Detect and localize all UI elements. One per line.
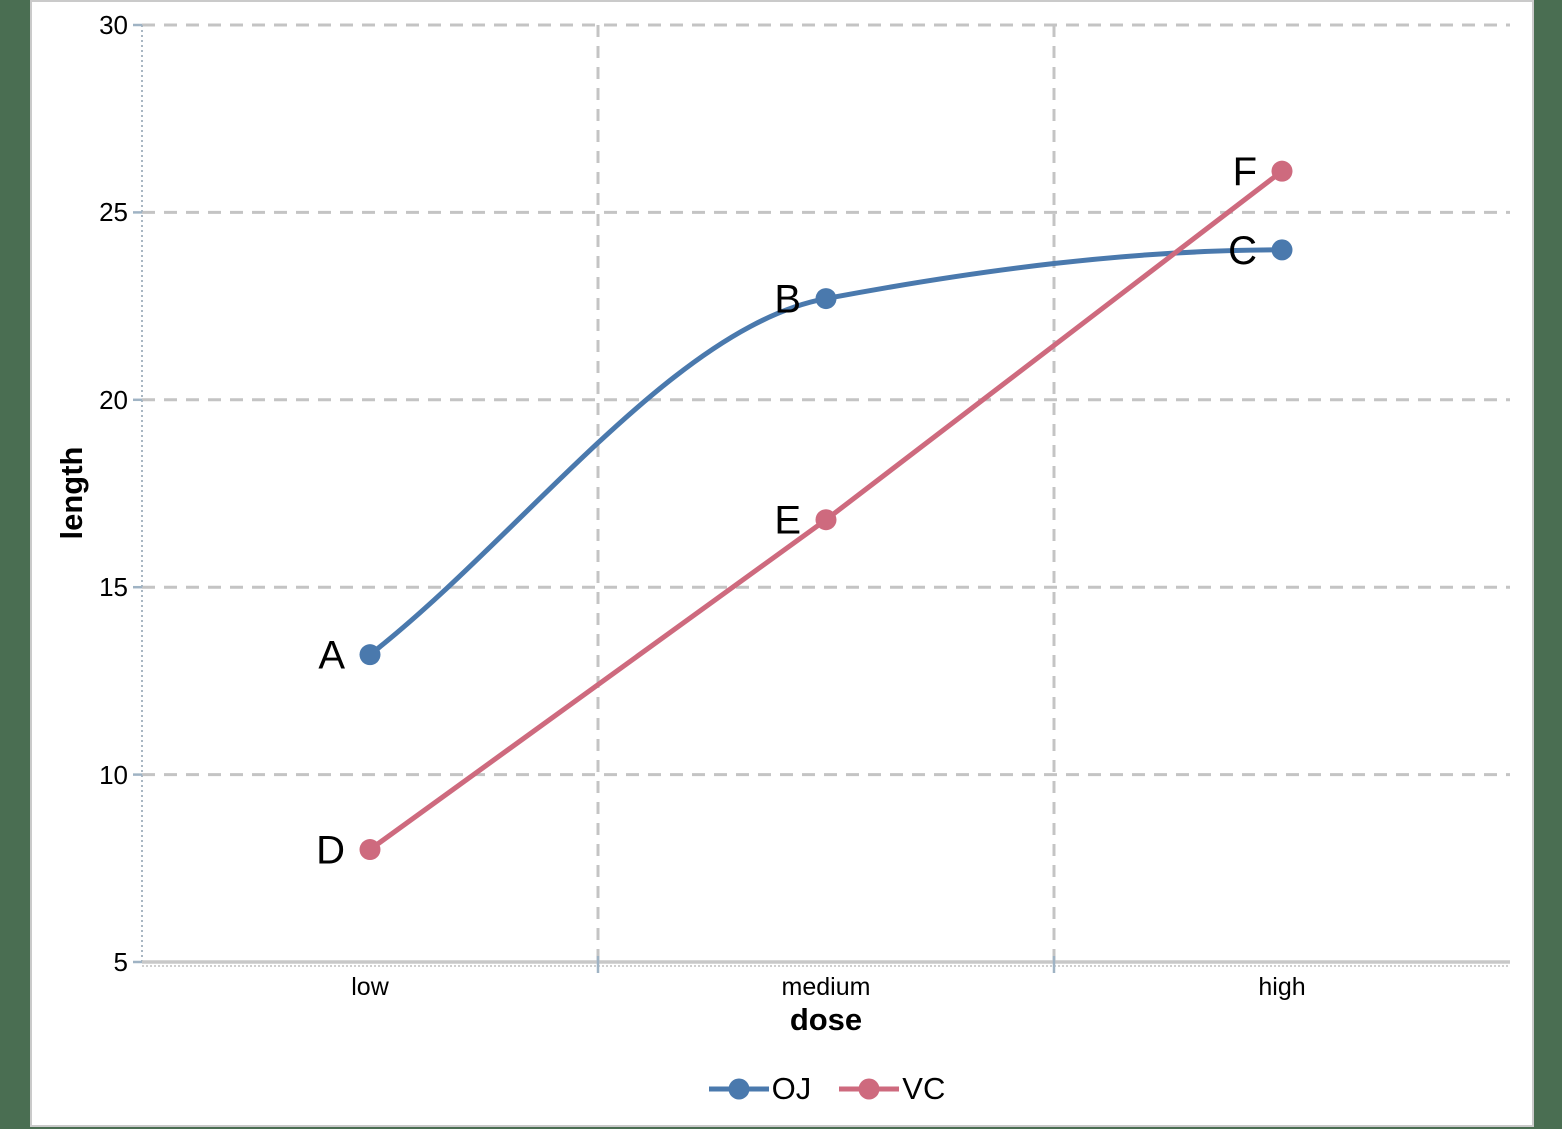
point-label-e: E — [774, 499, 801, 543]
point-label-f: F — [1233, 150, 1257, 194]
y-tick-label-20: 20 — [99, 384, 128, 415]
legend-label-oj: OJ — [771, 1071, 812, 1106]
axes — [133, 23, 1510, 973]
legend-label-vc: VC — [902, 1071, 946, 1106]
gridlines — [142, 23, 1510, 962]
point-label-a: A — [318, 634, 345, 678]
y-tick-label-30: 30 — [99, 10, 128, 40]
point-label-d: D — [316, 829, 345, 873]
data-point-e — [815, 509, 837, 531]
legend-item-oj: OJ — [707, 1071, 812, 1107]
y-tick-label-5: 5 — [113, 947, 128, 977]
series-line-oj — [368, 247, 1283, 657]
data-point-d — [359, 839, 381, 861]
data-point-c — [1271, 239, 1293, 261]
data-point-b — [815, 288, 837, 310]
y-axis-title: length — [54, 446, 89, 540]
y-tick-label-25: 25 — [99, 197, 128, 228]
y-tick-label-10: 10 — [99, 759, 128, 790]
point-label-b: B — [774, 278, 801, 322]
data-point-a — [359, 644, 381, 666]
y-tick-label-15: 15 — [99, 572, 128, 603]
x-tick-label-high: high — [1258, 973, 1306, 1001]
legend: OJ VC — [142, 1068, 1510, 1110]
oj-line-marker-icon — [708, 1078, 769, 1100]
x-tick-label-low: low — [351, 973, 389, 1001]
legend-item-vc: VC — [837, 1071, 945, 1107]
data-point-f — [1271, 160, 1293, 182]
x-tick-label-medium: medium — [781, 973, 871, 1001]
vc-line-marker-icon — [839, 1078, 900, 1100]
x-axis-title: dose — [789, 1002, 863, 1037]
plot-page — [30, 0, 1534, 1127]
point-label-c: C — [1228, 229, 1257, 273]
